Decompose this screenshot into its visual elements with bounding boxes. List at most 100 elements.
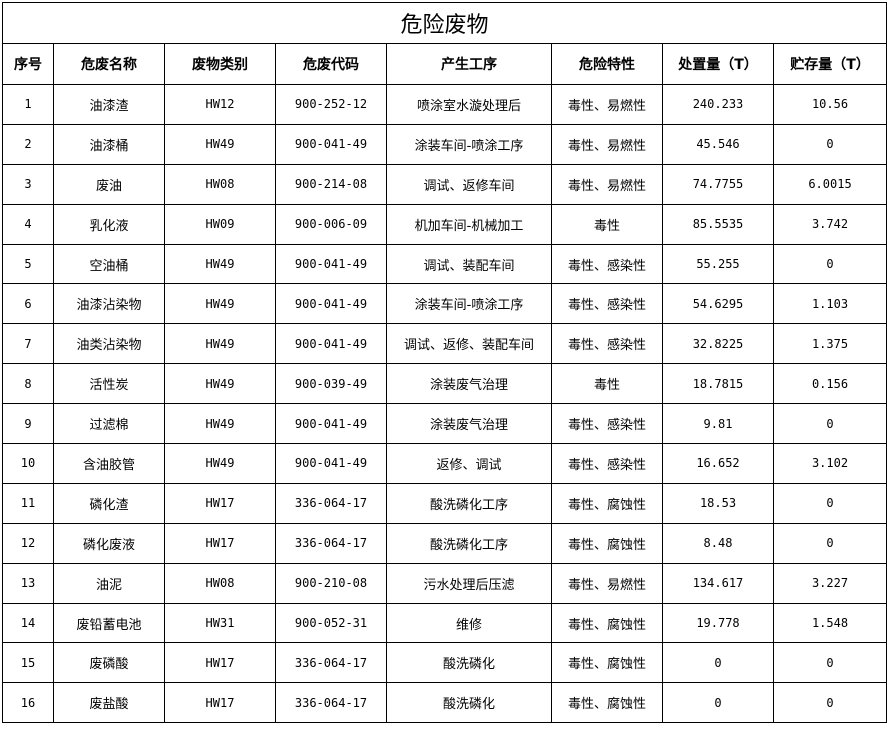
cell-storage-amount: 0 (772, 243, 887, 285)
cell-process: 酸洗磷化 (386, 682, 552, 724)
header-storage-amount: 贮存量（T） (772, 43, 887, 85)
cell-waste-name: 活性炭 (53, 363, 165, 405)
cell-hazard-property: 毒性 (551, 363, 663, 405)
cell-process: 酸洗磷化工序 (386, 482, 552, 524)
cell-waste-name: 磷化废液 (53, 522, 165, 564)
cell-process: 污水处理后压滤 (386, 562, 552, 604)
header-waste-name: 危废名称 (53, 43, 165, 85)
cell-waste-category: HW49 (164, 403, 276, 445)
header-waste-category: 废物类别 (164, 43, 276, 85)
cell-process: 涂装车间-喷涂工序 (386, 123, 552, 165)
header-waste-code: 危废代码 (275, 43, 387, 85)
cell-storage-amount: 0 (772, 123, 887, 165)
cell-storage-amount: 0 (772, 642, 887, 684)
cell-storage-amount: 6.0015 (772, 163, 887, 205)
cell-waste-name: 空油桶 (53, 243, 165, 285)
cell-waste-code: 900-041-49 (275, 323, 387, 365)
cell-storage-amount: 10.56 (772, 84, 887, 125)
cell-serial-number: 10 (2, 443, 54, 484)
cell-serial-number: 5 (2, 243, 54, 285)
cell-disposal-amount: 74.7755 (662, 163, 774, 205)
cell-serial-number: 15 (2, 642, 54, 684)
cell-waste-name: 含油胶管 (53, 443, 165, 484)
table-row: 14 废铅蓄电池 HW31 900-052-31 维修 毒性、腐蚀性 19.778 1.548 (2, 602, 887, 644)
cell-waste-code: 900-041-49 (275, 123, 387, 165)
table-row: 16 废盐酸 HW17 336-064-17 酸洗磷化 毒性、腐蚀性 0 0 (2, 682, 887, 724)
cell-waste-code: 900-041-49 (275, 283, 387, 325)
cell-waste-category: HW49 (164, 323, 276, 365)
cell-waste-category: HW08 (164, 163, 276, 205)
cell-storage-amount: 1.375 (772, 323, 887, 365)
cell-waste-code: 336-064-17 (275, 482, 387, 524)
table-row: 9 过滤棉 HW49 900-041-49 涂装废气治理 毒性、感染性 9.81 0 (2, 403, 887, 445)
cell-waste-category: HW17 (164, 482, 276, 524)
table-row: 3 废油 HW08 900-214-08 调试、返修车间 毒性、易燃性 74.7755 6.0… (2, 163, 887, 205)
cell-hazard-property: 毒性、感染性 (551, 403, 663, 445)
cell-waste-name: 油漆桶 (53, 123, 165, 165)
table-row: 4 乳化液 HW09 900-006-09 机加车间-机械加工 毒性 85.5535 3.74… (2, 203, 887, 245)
cell-waste-category: HW49 (164, 123, 276, 165)
cell-disposal-amount: 19.778 (662, 602, 774, 644)
cell-waste-category: HW12 (164, 84, 276, 125)
cell-disposal-amount: 8.48 (662, 522, 774, 564)
cell-waste-category: HW17 (164, 642, 276, 684)
cell-waste-code: 900-006-09 (275, 203, 387, 245)
cell-waste-name: 油类沾染物 (53, 323, 165, 365)
cell-serial-number: 6 (2, 283, 54, 325)
cell-storage-amount: 1.548 (772, 602, 887, 644)
cell-storage-amount: 3.742 (772, 203, 887, 245)
table-row: 8 活性炭 HW49 900-039-49 涂装废气治理 毒性 18.7815 0.156 (2, 363, 887, 405)
table-row: 7 油类沾染物 HW49 900-041-49 调试、返修、装配车间 毒性、感染性 32.8… (2, 323, 887, 365)
cell-process: 酸洗磷化 (386, 642, 552, 684)
cell-storage-amount: 0 (772, 522, 887, 564)
cell-disposal-amount: 55.255 (662, 243, 774, 285)
cell-process: 调试、返修、装配车间 (386, 323, 552, 365)
header-process: 产生工序 (386, 43, 552, 85)
cell-hazard-property: 毒性、易燃性 (551, 163, 663, 205)
cell-serial-number: 4 (2, 203, 54, 245)
cell-waste-category: HW08 (164, 562, 276, 604)
cell-hazard-property: 毒性、感染性 (551, 443, 663, 484)
cell-waste-code: 900-041-49 (275, 443, 387, 484)
table-row: 11 磷化渣 HW17 336-064-17 酸洗磷化工序 毒性、腐蚀性 18.53 0 (2, 482, 887, 524)
cell-waste-name: 油漆渣 (53, 84, 165, 125)
cell-waste-category: HW49 (164, 283, 276, 325)
cell-disposal-amount: 18.53 (662, 482, 774, 524)
cell-hazard-property: 毒性、感染性 (551, 323, 663, 365)
cell-disposal-amount: 134.617 (662, 562, 774, 604)
cell-process: 调试、装配车间 (386, 243, 552, 285)
cell-hazard-property: 毒性、易燃性 (551, 123, 663, 165)
cell-hazard-property: 毒性、感染性 (551, 283, 663, 325)
table-row: 2 油漆桶 HW49 900-041-49 涂装车间-喷涂工序 毒性、易燃性 45.546 0 (2, 123, 887, 165)
table-row: 15 废磷酸 HW17 336-064-17 酸洗磷化 毒性、腐蚀性 0 0 (2, 642, 887, 684)
cell-hazard-property: 毒性、腐蚀性 (551, 522, 663, 564)
cell-disposal-amount: 85.5535 (662, 203, 774, 245)
table-row: 12 磷化废液 HW17 336-064-17 酸洗磷化工序 毒性、腐蚀性 8.48 0 (2, 522, 887, 564)
cell-hazard-property: 毒性、易燃性 (551, 562, 663, 604)
cell-hazard-property: 毒性 (551, 203, 663, 245)
cell-hazard-property: 毒性、易燃性 (551, 84, 663, 125)
cell-waste-category: HW31 (164, 602, 276, 644)
cell-hazard-property: 毒性、腐蚀性 (551, 642, 663, 684)
cell-storage-amount: 0 (772, 482, 887, 524)
cell-waste-code: 336-064-17 (275, 682, 387, 724)
cell-hazard-property: 毒性、腐蚀性 (551, 602, 663, 644)
header-serial-number: 序号 (2, 43, 54, 85)
cell-waste-code: 336-064-17 (275, 522, 387, 564)
cell-process: 维修 (386, 602, 552, 644)
cell-serial-number: 2 (2, 123, 54, 165)
table-row: 10 含油胶管 HW49 900-041-49 返修、调试 毒性、感染性 16.652 3.1… (2, 443, 887, 484)
cell-waste-name: 废油 (53, 163, 165, 205)
cell-storage-amount: 3.227 (772, 562, 887, 604)
cell-process: 机加车间-机械加工 (386, 203, 552, 245)
cell-serial-number: 1 (2, 84, 54, 125)
cell-serial-number: 12 (2, 522, 54, 564)
table-row: 13 油泥 HW08 900-210-08 污水处理后压滤 毒性、易燃性 134.617 3.… (2, 562, 887, 604)
cell-storage-amount: 3.102 (772, 443, 887, 484)
table-row: 1 油漆渣 HW12 900-252-12 喷涂室水漩处理后 毒性、易燃性 240.233 1… (2, 84, 887, 125)
cell-serial-number: 13 (2, 562, 54, 604)
cell-process: 喷涂室水漩处理后 (386, 84, 552, 125)
cell-storage-amount: 0 (772, 682, 887, 724)
cell-waste-name: 废磷酸 (53, 642, 165, 684)
cell-waste-name: 乳化液 (53, 203, 165, 245)
